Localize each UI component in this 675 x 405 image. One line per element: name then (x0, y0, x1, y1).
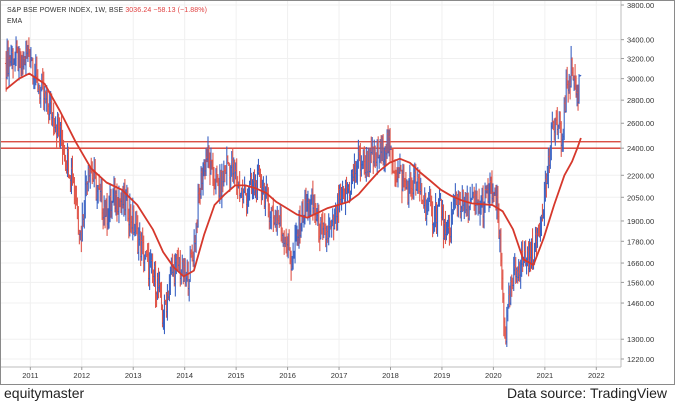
last-price: 3036.24 (125, 7, 152, 14)
x-tick-label: 2013 (125, 371, 142, 380)
y-tick-label: 3400.00 (627, 36, 654, 45)
y-tick-label: 3000.00 (627, 75, 654, 84)
y-tick-label: 1660.00 (627, 259, 654, 268)
x-tick-label: 2018 (382, 371, 399, 380)
y-tick-label: 1220.00 (627, 355, 654, 364)
y-tick-label: 3800.00 (627, 1, 654, 10)
x-tick-label: 2021 (537, 371, 554, 380)
symbol-label: S&P BSE POWER INDEX, 1W, BSE (7, 7, 124, 14)
x-tick-label: 2017 (331, 371, 348, 380)
price-change: −58.13 (−1.88%) (153, 7, 208, 14)
y-tick-label: 2400.00 (627, 144, 654, 153)
price-chart: 1220.00 1300.00 1460.00 1560.00 1660.00 1780.… (1, 1, 654, 380)
x-tick-label: 2014 (176, 371, 193, 380)
x-tick-label: 2019 (434, 371, 451, 380)
brand-name: equitymaster (4, 385, 85, 401)
y-tick-label: 3200.00 (627, 55, 654, 64)
x-tick-label: 2020 (485, 371, 502, 380)
chart-frame: 1220.00 1300.00 1460.00 1560.00 1660.00 1780.… (0, 0, 675, 385)
ema-line (5, 72, 582, 278)
y-tick-label: 1460.00 (627, 299, 654, 308)
x-tick-label: 2016 (279, 371, 296, 380)
y-tick-label: 2050.00 (627, 193, 654, 202)
y-tick-label: 1300.00 (627, 335, 654, 344)
y-tick-label: 2800.00 (627, 96, 654, 105)
y-tick-label: 1560.00 (627, 278, 654, 287)
y-tick-label: 1900.00 (627, 217, 654, 226)
chart-header: S&P BSE POWER INDEX, 1W, BSE 3036.24 −58… (7, 7, 207, 14)
y-tick-label: 2200.00 (627, 171, 654, 180)
x-tick-label: 2011 (22, 371, 38, 380)
x-tick-label: 2022 (588, 371, 605, 380)
y-tick-label: 2600.00 (627, 119, 654, 128)
y-tick-label: 1780.00 (627, 237, 654, 246)
x-tick-label: 2015 (228, 371, 245, 380)
ema-indicator-label: EMA (7, 18, 23, 25)
x-tick-label: 2012 (73, 371, 90, 380)
data-source: Data source: TradingView (506, 385, 667, 401)
